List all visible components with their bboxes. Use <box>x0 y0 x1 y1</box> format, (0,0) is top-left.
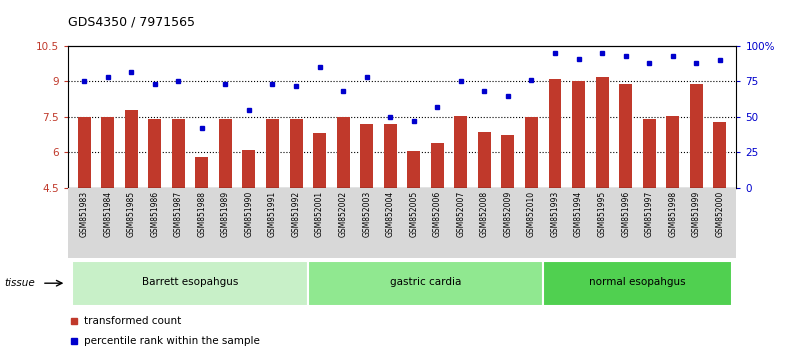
Bar <box>243 150 256 188</box>
FancyBboxPatch shape <box>308 261 543 306</box>
Bar <box>125 110 138 188</box>
Bar <box>172 119 185 188</box>
Text: tissue: tissue <box>4 278 35 288</box>
Bar <box>361 124 373 188</box>
Bar <box>290 119 302 188</box>
Bar <box>501 135 514 188</box>
Text: GSM852005: GSM852005 <box>409 191 418 238</box>
Text: GSM851999: GSM851999 <box>692 191 700 238</box>
Text: GSM851997: GSM851997 <box>645 191 654 238</box>
Text: Barrett esopahgus: Barrett esopahgus <box>142 277 238 287</box>
Bar <box>478 132 491 188</box>
Text: transformed count: transformed count <box>84 316 181 326</box>
Text: GSM851991: GSM851991 <box>268 191 277 237</box>
Bar <box>690 84 703 188</box>
Bar <box>148 119 162 188</box>
Text: GSM851989: GSM851989 <box>221 191 230 237</box>
Bar <box>642 119 656 188</box>
Bar <box>384 124 396 188</box>
Text: gastric cardia: gastric cardia <box>390 277 461 287</box>
Bar <box>572 81 585 188</box>
Text: GSM852009: GSM852009 <box>503 191 513 238</box>
Bar <box>313 133 326 188</box>
Bar <box>525 117 538 188</box>
Bar <box>266 119 279 188</box>
FancyBboxPatch shape <box>543 261 732 306</box>
Text: GSM851994: GSM851994 <box>574 191 583 238</box>
Bar <box>78 117 91 188</box>
Text: GSM851993: GSM851993 <box>551 191 560 238</box>
Text: GSM851988: GSM851988 <box>197 191 206 237</box>
Text: GSM852000: GSM852000 <box>716 191 724 238</box>
Text: GSM852003: GSM852003 <box>362 191 371 238</box>
Text: GSM851986: GSM851986 <box>150 191 159 237</box>
Text: GSM852001: GSM852001 <box>315 191 324 237</box>
Text: GDS4350 / 7971565: GDS4350 / 7971565 <box>68 15 195 28</box>
Text: GSM852007: GSM852007 <box>456 191 466 238</box>
Text: GSM851998: GSM851998 <box>668 191 677 237</box>
Text: GSM851996: GSM851996 <box>621 191 630 238</box>
Text: GSM851995: GSM851995 <box>598 191 607 238</box>
Bar <box>548 79 561 188</box>
Bar <box>408 151 420 188</box>
Text: GSM852006: GSM852006 <box>433 191 442 238</box>
Text: GSM851987: GSM851987 <box>174 191 183 237</box>
Bar <box>455 116 467 188</box>
Bar <box>595 77 609 188</box>
Text: GSM851992: GSM851992 <box>291 191 301 237</box>
Text: percentile rank within the sample: percentile rank within the sample <box>84 336 260 346</box>
Text: GSM852010: GSM852010 <box>527 191 536 237</box>
Bar <box>101 117 114 188</box>
Text: GSM852004: GSM852004 <box>386 191 395 238</box>
Text: GSM851983: GSM851983 <box>80 191 88 237</box>
Bar <box>431 143 444 188</box>
Text: normal esopahgus: normal esopahgus <box>589 277 685 287</box>
Text: GSM851984: GSM851984 <box>103 191 112 237</box>
Bar <box>666 116 679 188</box>
Bar <box>619 84 632 188</box>
Text: GSM851990: GSM851990 <box>244 191 253 238</box>
Bar <box>219 119 232 188</box>
Text: GSM852002: GSM852002 <box>338 191 348 237</box>
Bar <box>713 121 726 188</box>
Text: GSM852008: GSM852008 <box>480 191 489 237</box>
Bar <box>337 117 349 188</box>
Text: GSM851985: GSM851985 <box>127 191 136 237</box>
FancyBboxPatch shape <box>72 261 308 306</box>
Bar <box>195 157 209 188</box>
